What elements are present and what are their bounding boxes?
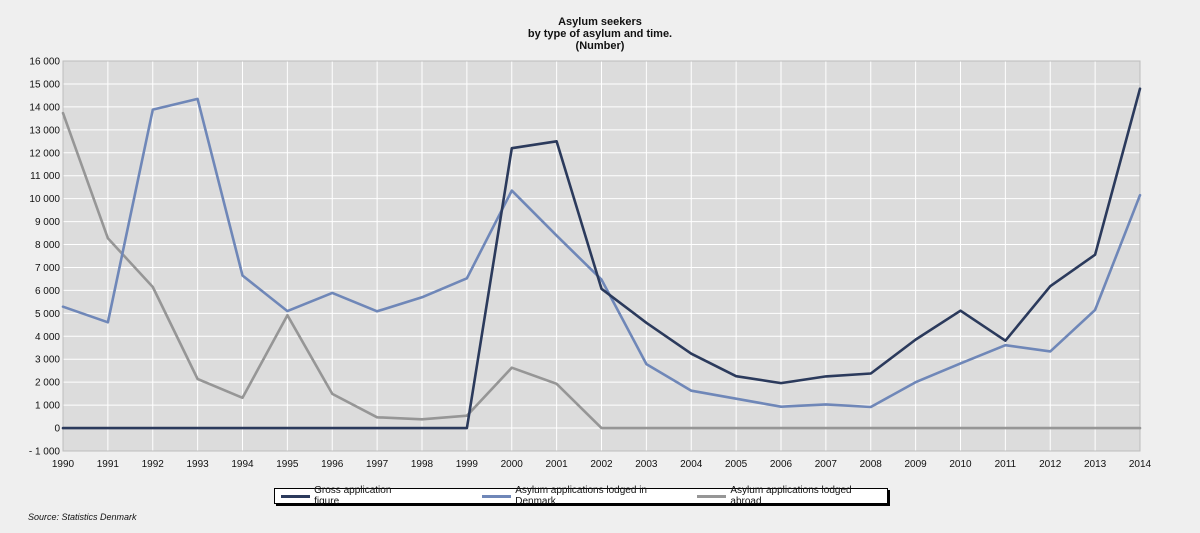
chart-title: Asylum seekers (558, 16, 642, 28)
legend-label-gross: Gross application figure (314, 485, 392, 507)
y-tick-label: 10 000 (29, 194, 60, 205)
x-tick-label: 2009 (905, 459, 928, 470)
y-tick-label: - 1 000 (29, 447, 61, 458)
legend-swatch-abroad (697, 494, 727, 498)
x-tick-label: 2014 (1129, 459, 1152, 470)
legend-label-denmark: Asylum applications lodged in Denmark (515, 485, 647, 507)
y-tick-label: 12 000 (29, 148, 60, 159)
y-tick-label: 7 000 (35, 263, 60, 274)
y-tick-label: 8 000 (35, 240, 60, 251)
x-tick-label: 1997 (366, 459, 389, 470)
x-tick-label: 1990 (52, 459, 75, 470)
x-tick-label: 1998 (411, 459, 434, 470)
legend-swatch-gross (281, 494, 311, 498)
x-tick-label: 2000 (501, 459, 524, 470)
x-tick-label: 2012 (1039, 459, 1062, 470)
y-tick-label: 0 (54, 424, 60, 435)
x-tick-label: 2013 (1084, 459, 1107, 470)
y-tick-label: 9 000 (35, 217, 60, 228)
y-tick-label: 11 000 (30, 171, 60, 182)
plot-border (62, 60, 1141, 452)
x-tick-label: 1993 (187, 459, 210, 470)
y-tick-label: 4 000 (35, 332, 60, 343)
x-tick-label: 2010 (949, 459, 972, 470)
x-tick-label: 1995 (276, 459, 299, 470)
series-line-abroad (61, 111, 1142, 430)
chart-subtitle: by type of asylum and time. (527, 28, 673, 40)
x-tick-label: 2003 (635, 459, 658, 470)
y-tick-label: 14 000 (29, 102, 60, 113)
y-tick-label: 6 000 (35, 286, 60, 297)
legend-item-gross: Gross application figure (281, 485, 416, 507)
chart-legend: Gross application figure Asylum applicat… (274, 485, 888, 507)
x-tick-label: 1999 (456, 459, 479, 470)
x-tick-label: 2008 (860, 459, 883, 470)
y-tick-label: 5 000 (35, 309, 60, 320)
y-tick-label: 13 000 (29, 125, 60, 136)
y-tick-label: 15 000 (29, 79, 60, 90)
y-tick-label: 1 000 (35, 401, 60, 412)
legend-label-abroad: Asylum applications lodged abroad (730, 485, 852, 507)
y-tick-label: 16 000 (29, 57, 60, 68)
x-tick-label: 1996 (321, 459, 344, 470)
legend-item-abroad: Asylum applications lodged abroad (697, 485, 881, 507)
series-line-denmark (61, 97, 1142, 409)
series-line-gross (61, 87, 1142, 430)
chart-unit-label: (Number) (575, 40, 625, 52)
legend-swatch-denmark (482, 494, 512, 498)
y-tick-label: 2 000 (35, 378, 60, 389)
x-tick-label: 2001 (546, 459, 569, 470)
x-tick-label: 2011 (995, 459, 1017, 470)
x-tick-label: 1991 (97, 459, 120, 470)
x-tick-label: 2004 (680, 459, 703, 470)
x-tick-label: 2007 (815, 459, 838, 470)
chart-title-block: Asylum seekers by type of asylum and tim… (0, 16, 1200, 52)
x-tick-label: 2002 (590, 459, 613, 470)
legend-item-denmark: Asylum applications lodged in Denmark (482, 485, 685, 507)
x-tick-label: 1992 (142, 459, 165, 470)
x-tick-label: 1994 (231, 459, 254, 470)
x-tick-label: 2006 (770, 459, 793, 470)
y-tick-label: 3 000 (35, 355, 60, 366)
source-note: Source: Statistics Denmark (28, 512, 137, 522)
x-tick-label: 2005 (725, 459, 748, 470)
